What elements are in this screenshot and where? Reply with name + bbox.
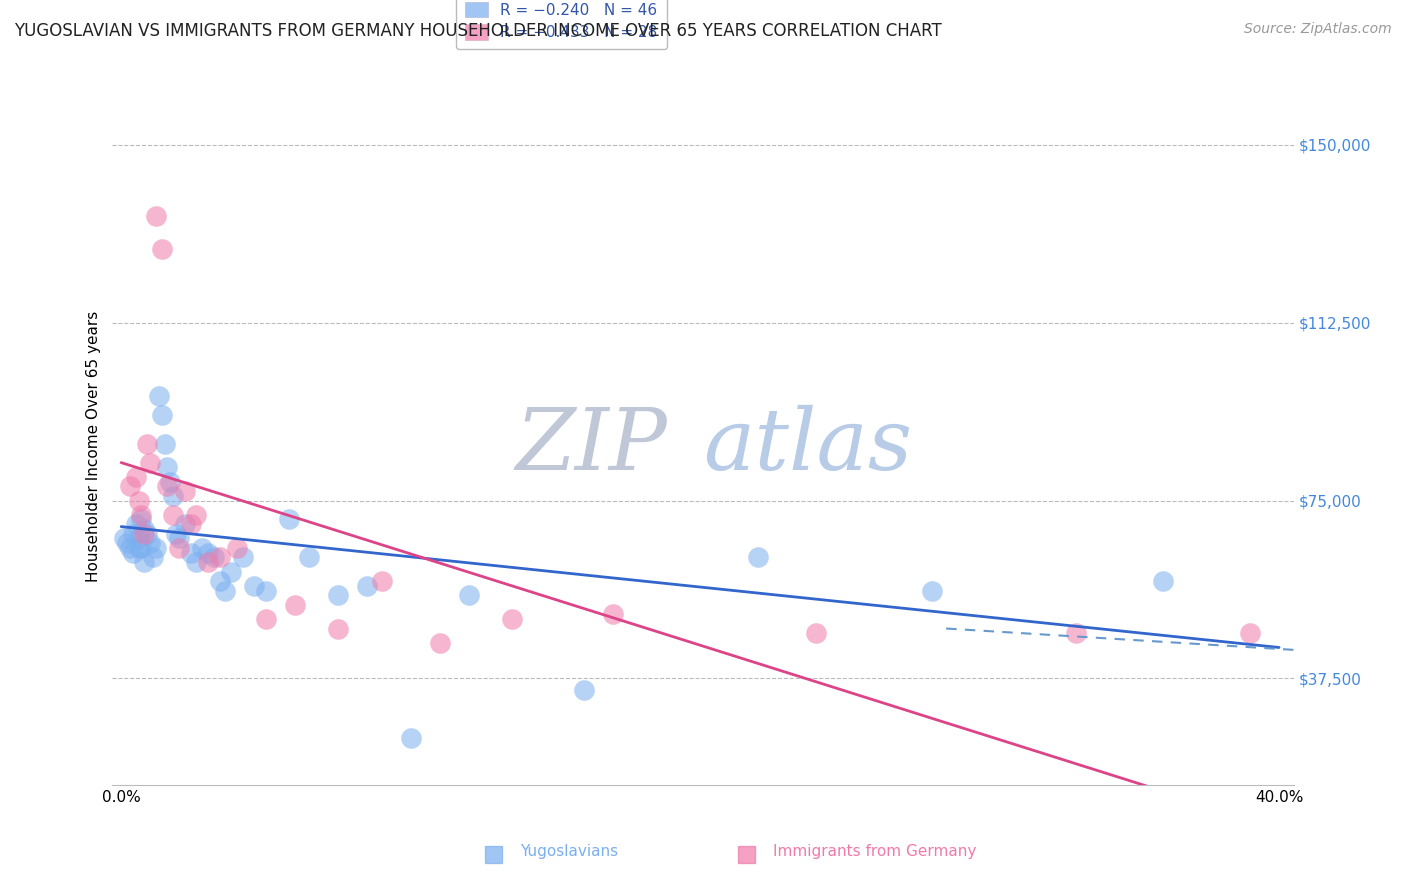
Point bbox=[150, 242, 173, 256]
Point bbox=[136, 436, 159, 450]
Point bbox=[134, 522, 156, 536]
Y-axis label: Householder Income Over 65 years: Householder Income Over 65 years bbox=[86, 310, 101, 582]
Point bbox=[139, 456, 162, 470]
Point bbox=[115, 536, 138, 550]
Point bbox=[162, 489, 184, 503]
Point bbox=[501, 612, 523, 626]
Point bbox=[156, 460, 179, 475]
Point bbox=[921, 583, 943, 598]
Point bbox=[191, 541, 214, 555]
Point bbox=[202, 550, 225, 565]
Point bbox=[328, 588, 350, 602]
Point bbox=[208, 550, 231, 565]
Point bbox=[328, 622, 350, 636]
Point bbox=[574, 683, 596, 698]
Point bbox=[197, 555, 219, 569]
Point bbox=[156, 479, 179, 493]
Point bbox=[1239, 626, 1261, 640]
Point bbox=[128, 532, 150, 546]
Point bbox=[121, 546, 143, 560]
Point bbox=[118, 479, 141, 493]
Point bbox=[131, 508, 153, 522]
Point bbox=[121, 526, 143, 541]
Point bbox=[804, 626, 827, 640]
Point bbox=[173, 517, 195, 532]
Point bbox=[173, 483, 195, 498]
Point bbox=[370, 574, 392, 588]
Point bbox=[167, 541, 190, 555]
Point bbox=[278, 512, 301, 526]
Point bbox=[139, 536, 162, 550]
Point bbox=[134, 526, 156, 541]
Point bbox=[1066, 626, 1088, 640]
Point bbox=[298, 550, 321, 565]
Point bbox=[232, 550, 254, 565]
Point bbox=[254, 583, 277, 598]
Point bbox=[148, 389, 170, 403]
Point bbox=[136, 526, 159, 541]
Point bbox=[150, 408, 173, 422]
Point bbox=[112, 532, 135, 546]
Point bbox=[128, 493, 150, 508]
Text: YUGOSLAVIAN VS IMMIGRANTS FROM GERMANY HOUSEHOLDER INCOME OVER 65 YEARS CORRELAT: YUGOSLAVIAN VS IMMIGRANTS FROM GERMANY H… bbox=[14, 22, 942, 40]
Point bbox=[226, 541, 249, 555]
Point bbox=[167, 532, 190, 546]
Point bbox=[131, 512, 153, 526]
Point bbox=[145, 541, 167, 555]
Text: ZIP: ZIP bbox=[516, 405, 668, 487]
Text: Source: ZipAtlas.com: Source: ZipAtlas.com bbox=[1244, 22, 1392, 37]
Point bbox=[134, 555, 156, 569]
Point bbox=[208, 574, 231, 588]
Point bbox=[159, 475, 181, 489]
Point bbox=[186, 555, 208, 569]
Point bbox=[186, 508, 208, 522]
Point bbox=[356, 579, 378, 593]
Point bbox=[165, 526, 187, 541]
Point bbox=[284, 598, 307, 612]
Point bbox=[254, 612, 277, 626]
Point bbox=[399, 731, 422, 745]
Point bbox=[180, 546, 202, 560]
Point bbox=[747, 550, 769, 565]
Point bbox=[243, 579, 266, 593]
Text: Yugoslavians: Yugoslavians bbox=[520, 845, 619, 859]
Legend: R = −0.240   N = 46, R = −0.433   N = 28: R = −0.240 N = 46, R = −0.433 N = 28 bbox=[456, 0, 666, 49]
Point bbox=[142, 550, 165, 565]
Point bbox=[219, 565, 242, 579]
Point bbox=[214, 583, 236, 598]
Point bbox=[153, 436, 176, 450]
Point bbox=[118, 541, 141, 555]
Point bbox=[124, 517, 146, 532]
Point bbox=[1152, 574, 1174, 588]
Point bbox=[131, 541, 153, 555]
Point bbox=[162, 508, 184, 522]
Point bbox=[429, 636, 451, 650]
Point bbox=[457, 588, 479, 602]
Point bbox=[180, 517, 202, 532]
Point bbox=[145, 209, 167, 223]
Point bbox=[197, 546, 219, 560]
Text: atlas: atlas bbox=[703, 405, 912, 487]
Text: Immigrants from Germany: Immigrants from Germany bbox=[773, 845, 977, 859]
Point bbox=[124, 470, 146, 484]
Point bbox=[128, 541, 150, 555]
Point bbox=[602, 607, 624, 622]
